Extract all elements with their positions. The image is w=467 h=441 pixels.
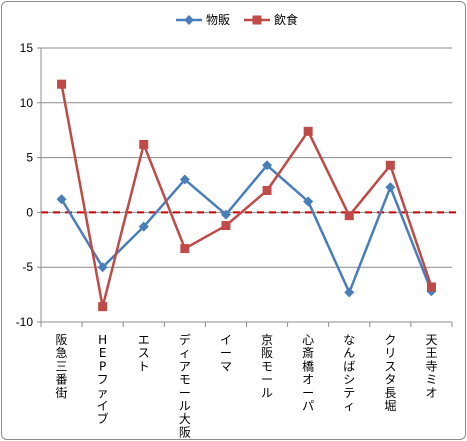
y-tick-label: -5 [22,260,33,274]
data-point [138,221,149,232]
data-point [262,160,273,171]
data-point [180,244,190,254]
series-2 [57,79,436,312]
data-point [344,211,354,221]
legend-marker [252,15,262,25]
y-tick-label: -10 [16,315,34,329]
legend-item-1: 物販 [176,13,230,27]
x-category-label: 阪急三番街 [56,333,68,400]
data-point [57,79,67,89]
data-point [344,287,355,298]
y-tick-label: 10 [20,96,34,110]
data-point [221,221,231,231]
data-point [56,194,67,205]
legend: 物販 飲食 [176,12,298,27]
series-line [60,164,433,294]
data-point [303,126,313,136]
y-tick-label: 15 [20,41,34,55]
x-category-label: クリスタ長堀 [384,333,396,413]
series-line [60,83,433,308]
x-category-label: エスト [138,333,150,373]
gridlines [41,47,452,323]
data-point [179,174,190,185]
data-point [97,262,108,273]
data-point [139,139,149,149]
legend-item-2: 飲食 [244,12,298,27]
x-axis: 阪急三番街 H E P ファイブ エスト ディアモール大阪 イーマ 京阪モール 心斎橋オーパ なんば… [40,322,453,439]
data-point [220,209,231,220]
y-axis: -10 -5 0 5 10 15 [16,41,42,329]
data-point [98,302,108,312]
data-point [426,282,436,292]
series-layer [56,79,437,312]
legend-label: 飲食 [274,12,298,27]
x-category-label: 京阪モール [261,333,273,400]
y-tick-label: 0 [26,205,33,219]
data-point [262,185,272,195]
x-category-label: H E P ファイブ [97,333,109,426]
legend-label: 物販 [206,13,230,27]
x-category-label: 心斎橋オーパ [302,333,314,413]
x-category-label: 天王寺ミオ [425,333,437,400]
x-category-label: イーマ [220,333,232,373]
x-category-label: なんばシティ [343,333,355,413]
y-tick-label: 5 [26,151,33,165]
data-point [385,160,395,170]
x-category-label: ディアモール大阪 [179,332,191,439]
data-point [385,182,396,193]
series-1 [56,160,437,298]
legend-marker [184,15,194,25]
data-point [303,196,314,207]
